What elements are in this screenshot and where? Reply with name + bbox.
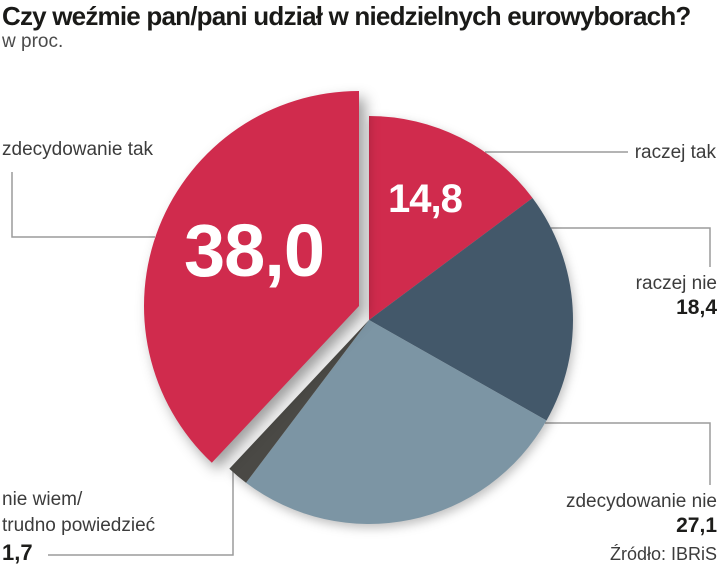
callout-value: 1,7 bbox=[2, 540, 33, 565]
callout-zdecydowanie-tak: zdecydowanie tak bbox=[2, 139, 153, 161]
callout-raczej-tak: raczej tak bbox=[635, 142, 716, 164]
leader-line-nie-wiem bbox=[48, 468, 234, 556]
leader-line-zdecydowanie-tak bbox=[11, 172, 155, 238]
leader-line-raczej-nie bbox=[551, 227, 711, 267]
callout-label: raczej tak bbox=[634, 142, 716, 163]
source-credit: Źródło: IBRiS bbox=[609, 544, 717, 564]
leader-lines bbox=[11, 151, 711, 556]
pie-value-raczej-tak: 14,8 bbox=[388, 177, 463, 221]
pie-slice-zdecydowanie-nie bbox=[246, 320, 547, 525]
callout-label-line1: nie wiem/ bbox=[2, 489, 83, 510]
callout-value: 18,4 bbox=[676, 296, 717, 319]
callout-label: zdecydowanie tak bbox=[2, 139, 154, 160]
callout-value: 27,1 bbox=[676, 514, 717, 537]
pie-exploded-slice-group bbox=[143, 90, 359, 463]
callout-nie-wiem: nie wiem/ trudno powiedzieć 1,7 bbox=[2, 487, 155, 566]
pie-slice-raczej-nie bbox=[369, 198, 574, 421]
callout-zdecydowanie-nie: zdecydowanie nie 27,1 Źródło: IBRiS bbox=[566, 491, 717, 565]
pie-value-zdecydowanie-tak: 38,0 bbox=[184, 209, 325, 292]
callout-label: zdecydowanie nie bbox=[565, 491, 717, 512]
leader-line-zdecydowanie-nie bbox=[545, 422, 711, 485]
pie-slice-raczej-tak bbox=[369, 116, 533, 320]
callout-label-line2: trudno powiedzieć bbox=[2, 515, 156, 536]
callout-label: raczej nie bbox=[635, 273, 717, 294]
pie-slices-group bbox=[229, 116, 574, 525]
callout-raczej-nie: raczej nie 18,4 bbox=[636, 273, 717, 319]
chart-title: Czy weźmie pan/pani udział w niedzielnyc… bbox=[2, 1, 691, 31]
pie-slice-nie-wiem-trudno-powiedzie- bbox=[229, 320, 369, 483]
chart-subtitle: w proc. bbox=[2, 31, 64, 52]
pie-slice-zdecydowanie-tak bbox=[143, 90, 359, 463]
